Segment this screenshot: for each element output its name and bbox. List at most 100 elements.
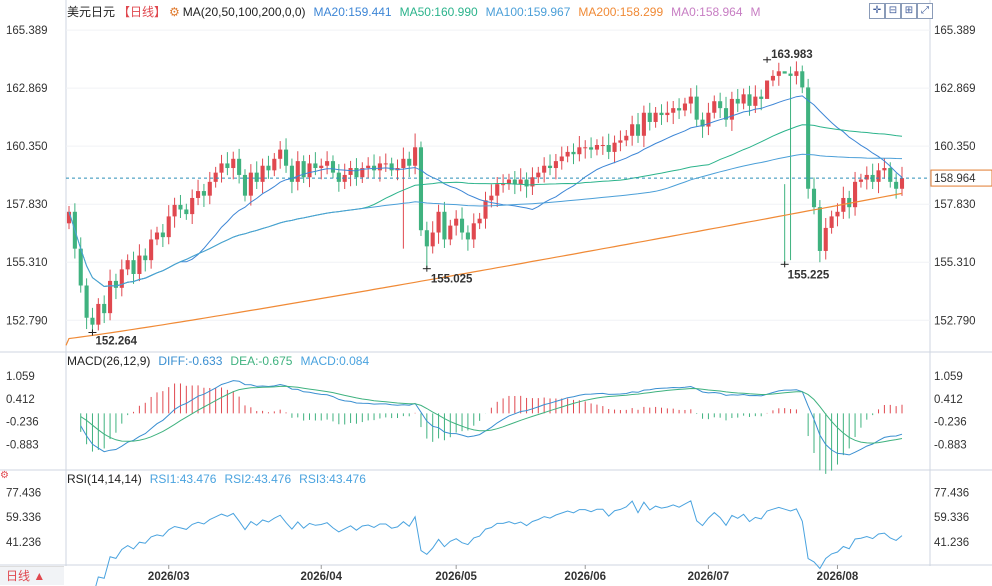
price-tick-right-4: 155.310 [934,257,976,269]
candle-body [894,181,899,189]
candle-body [536,172,541,178]
candle-body [653,112,658,122]
candle-body [618,140,623,143]
extreme-label: 152.264 [95,335,137,347]
rsi-tick-right-0: 77.436 [934,487,969,499]
candle-body [66,211,72,224]
candle-body [213,172,218,182]
rsi1-label: RSI1:43.476 [149,472,217,486]
crosshair-icon[interactable]: ✛ [869,3,885,19]
candle-body [266,165,271,171]
candle-body [671,108,676,113]
candle-body [377,163,382,171]
candle-body [524,179,529,187]
candle-body [166,216,171,238]
candle-body [154,232,160,240]
candle-body [272,158,277,171]
candle-body [806,87,811,189]
macd-tick-left-0: 1.059 [6,371,35,383]
candle-body [835,211,840,217]
candle-body [677,108,682,111]
main-legend: 美元日元 【日线】 ⚙ MA(20,50,100,200,0,0) MA20:159.4… [67,3,769,20]
candle-body [700,119,705,127]
rsi-settings-icon[interactable]: ⚙ [0,470,9,481]
period-tab[interactable]: 日线 ▲ [0,566,64,585]
candle-body [172,204,177,217]
ma20-label: MA20:159.441 [313,5,392,19]
candle-body [219,163,224,173]
candle-body [471,223,476,240]
candle-body [589,147,594,150]
ma-config-label: MA(20,50,100,200,0,0) [182,5,306,19]
candle-body [430,232,435,247]
expand-icon[interactable]: ⤢ [917,3,933,19]
rsi-tick-left-0: 77.436 [6,487,41,499]
candle-body [600,144,605,146]
candle-body [301,161,306,178]
candle-body [190,197,195,215]
date-tick-1: 2026/04 [300,571,342,583]
zoom-in-icon[interactable]: ⊞ [901,3,917,19]
candle-body [459,218,465,233]
candle-body [800,71,805,88]
candle-body [864,174,869,180]
candle-body [829,216,834,228]
candle-body [413,147,418,166]
candle-body [641,112,646,136]
candle-body [113,280,118,288]
candle-body [741,94,746,104]
candle-body [242,174,248,196]
candle-body [630,124,635,136]
zoom-out-icon[interactable]: ⊟ [885,3,901,19]
candle-body [325,161,330,166]
candle-body [512,179,517,185]
candle-body [530,177,535,187]
extreme-label: 155.225 [788,269,830,281]
candle-body [718,101,723,109]
macd-value-label: MACD:0.084 [300,354,370,368]
candle-body [506,179,512,185]
candle-body [137,255,142,274]
candle-body [483,200,488,219]
rsi-tick-right-2: 41.236 [934,537,969,549]
date-tick-5: 2026/08 [817,571,859,583]
candle-body [360,168,365,178]
candle-body [254,172,259,182]
price-tick-left-4: 155.310 [6,257,48,269]
candle-body [811,188,817,208]
price-tick-right-5: 152.790 [934,315,976,327]
price-tick-left-5: 152.790 [6,315,48,327]
candle-body [248,172,253,196]
price-tick-left-1: 162.869 [6,83,48,95]
candle-body [143,255,148,261]
candle-body [313,163,318,169]
candle-body [289,165,294,182]
candle-body [295,161,300,182]
macd-title: MACD(26,12,9) [67,354,151,368]
candle-body [442,211,447,240]
price-tick-right-3: 157.830 [934,199,976,211]
candle-body [389,163,394,171]
macd-tick-left-2: -0.236 [6,417,39,429]
ma100-line [68,153,903,288]
candle-body [178,204,183,210]
macd-tick-right-3: -0.883 [934,439,967,451]
ma200-label: MA200:158.299 [578,5,664,19]
rsi-title: RSI(14,14,14) [67,472,142,486]
candle-body [454,218,459,226]
candle-body [624,135,629,141]
candle-body [547,165,553,169]
candle-body [90,317,95,325]
candle-body [853,181,858,208]
extreme-label: 155.025 [431,274,473,286]
price-tick-left-2: 160.350 [6,141,48,153]
candle-body [418,147,424,231]
period-label[interactable]: 【日线】 [118,5,167,19]
candle-body [565,151,570,157]
candle-body [794,71,799,76]
gear-icon[interactable]: ⚙ [169,5,180,19]
candle-body [559,156,564,162]
candle-body [553,161,558,169]
candle-body [765,80,770,99]
